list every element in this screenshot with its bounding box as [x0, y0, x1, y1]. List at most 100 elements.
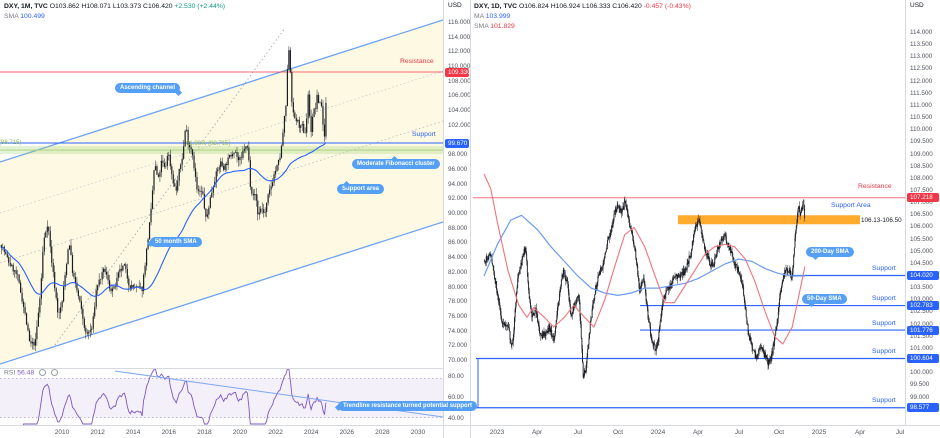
price-tick: 82.000	[448, 268, 468, 276]
panel-separator	[470, 0, 471, 438]
right-change: -0.457 (-0.43%)	[643, 3, 691, 10]
price-tick: 92.000	[448, 195, 468, 203]
time-tick: 2012	[90, 429, 105, 436]
time-tick: Apr	[692, 429, 704, 436]
price-badge: 100.604	[907, 354, 939, 364]
rsi-trendline-bubble[interactable]: Trendline resistance turned potential su…	[338, 401, 478, 411]
left-ohlc: O103.862 H108.071 L103.373 C106.420	[49, 3, 173, 10]
sma-50-day-bubble[interactable]: 50-Day SMA	[802, 294, 847, 304]
rsi-pane[interactable]	[0, 368, 443, 438]
time-tick: 2026	[339, 429, 355, 436]
rsi-value: 56.48	[17, 369, 35, 377]
support-area-range-label: 106.13-106.50	[861, 217, 902, 224]
rsi-label: RSI	[4, 369, 16, 377]
price-tick: 114.000	[448, 33, 471, 41]
price-tick: 106.000	[910, 223, 933, 231]
sma-200-day-bubble[interactable]: 200-Day SMA	[806, 247, 855, 257]
right-support-label-5: Support	[872, 397, 896, 404]
right-ma-label: MA	[474, 13, 484, 20]
fib-level-label-left: 61.80% (98.715)	[0, 140, 22, 146]
time-tick: 2024	[303, 429, 319, 436]
price-tick: 110.000	[910, 126, 933, 134]
left-sma-legend: SMA 100.499	[4, 13, 45, 20]
time-tick: 2022	[268, 429, 283, 436]
price-tick: 99.500	[910, 381, 930, 389]
time-tick: Apr	[854, 429, 866, 436]
time-tick: 2024	[650, 429, 666, 436]
price-badge: 102.783	[907, 301, 939, 311]
right-chart-legend: DXY, 1D, TVC O106.824 H106.924 L106.333 …	[474, 3, 691, 10]
price-tick: 60.00	[448, 394, 464, 401]
price-tick: 84.000	[448, 254, 468, 262]
left-chart-pane[interactable]	[0, 19, 443, 365]
price-tick: 109.500	[910, 138, 933, 146]
price-tick: 116.000	[448, 18, 471, 26]
price-tick: 78.000	[448, 298, 468, 306]
price-tick: 76.000	[448, 312, 468, 320]
settings-icon[interactable]	[51, 369, 59, 376]
price-tick: 113.500	[910, 41, 933, 49]
price-tick: 106.000	[448, 92, 471, 100]
sma-50-month-bubble[interactable]: 50 month SMA	[150, 237, 202, 247]
price-tick: 110.000	[448, 63, 471, 71]
time-tick: Jul	[895, 429, 905, 436]
price-tick: 74.000	[448, 327, 468, 335]
right-support-area-label: Support Area	[831, 202, 871, 209]
time-tick: 2010	[54, 429, 70, 436]
right-sma-value: 101.829	[490, 23, 515, 30]
time-tick: Jul	[573, 429, 583, 436]
time-tick: 2028	[375, 429, 390, 436]
right-ohlc: O106.824 H106.924 L106.333 C106.420	[518, 3, 642, 10]
right-support-label-4: Support	[872, 348, 896, 355]
price-tick: 72.000	[448, 342, 468, 350]
time-tick: Oct	[612, 429, 624, 436]
price-tick: 88.000	[448, 224, 468, 232]
price-tick: 108.500	[910, 162, 933, 170]
price-badge: 107.218	[907, 193, 939, 203]
right-price-axis[interactable]: USD 114.000 113.500 113.000 112.500 112.000 1…	[905, 0, 940, 425]
left-price-axis[interactable]: USD 116.000 114.000 112.000 110.000 108.000 1…	[443, 0, 471, 425]
eye-icon[interactable]	[39, 369, 47, 376]
price-tick: 101.500	[910, 332, 933, 340]
support-area-bubble[interactable]: Support area	[337, 184, 385, 194]
left-symbol: DXY, 1M, TVC	[4, 3, 48, 10]
price-tick: 98.000	[448, 151, 468, 159]
price-tick: 40.00	[448, 415, 464, 422]
price-badge: 109.330	[445, 67, 471, 77]
right-axis-currency: USD	[910, 2, 924, 9]
left-resistance-label: Resistance	[400, 58, 434, 65]
right-support-label-2: Support	[872, 295, 896, 302]
time-tick: 2014	[125, 429, 141, 436]
price-tick: 108.000	[910, 174, 933, 182]
fib-cluster-bubble[interactable]: Moderate Fibonacci cluster	[352, 159, 440, 169]
time-tick: Jul	[734, 429, 744, 436]
price-tick: 111.500	[910, 89, 932, 97]
right-resistance-label: Resistance	[858, 183, 892, 190]
axis-separator	[443, 0, 444, 438]
left-chart-legend: DXY, 1M, TVC O103.862 H108.071 L103.373 …	[4, 3, 225, 10]
price-tick: 90.000	[448, 210, 468, 218]
price-badge: 99.670	[445, 138, 469, 148]
rsi-legend: RSI 56.48	[4, 369, 59, 377]
right-sma-legend: SMA 101.829	[474, 23, 515, 30]
price-tick: 108.000	[448, 77, 471, 85]
ascending-channel-bubble[interactable]: Ascending channel	[115, 83, 181, 93]
right-support-label-1: Support	[872, 265, 896, 272]
price-tick: 112.000	[910, 77, 933, 85]
price-tick: 107.000	[910, 199, 933, 207]
price-tick: 109.000	[910, 150, 933, 158]
left-change: +2.530 (+2.44%)	[174, 3, 226, 10]
price-tick: 102.000	[448, 121, 471, 129]
price-tick: 102.000	[910, 320, 933, 328]
time-tick: 2016	[161, 429, 177, 436]
price-tick: 80.000	[448, 283, 468, 291]
price-tick: 100.000	[910, 369, 933, 377]
price-tick: 99.000	[910, 393, 930, 401]
price-badge: 104.020	[907, 271, 939, 280]
rsi-pane-separator[interactable]	[0, 368, 470, 369]
right-symbol: DXY, 1D, TVC	[474, 3, 518, 10]
right-chart-pane[interactable]	[473, 173, 905, 409]
left-axis-currency: USD	[448, 2, 462, 9]
